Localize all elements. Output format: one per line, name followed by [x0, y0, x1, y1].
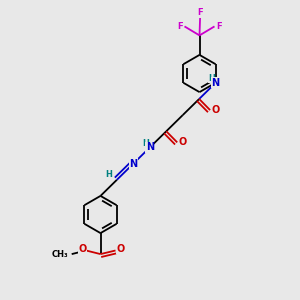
Text: CH₃: CH₃ [52, 250, 69, 259]
Text: F: F [177, 22, 182, 31]
Text: F: F [217, 22, 222, 31]
Text: O: O [178, 137, 187, 147]
Text: H: H [208, 74, 215, 83]
Text: O: O [78, 244, 87, 254]
Text: N: N [129, 159, 137, 169]
Text: N: N [212, 78, 220, 88]
Text: N: N [146, 142, 154, 152]
Text: H: H [105, 170, 112, 179]
Text: F: F [197, 8, 203, 17]
Text: O: O [212, 105, 220, 115]
Text: H: H [142, 139, 149, 148]
Text: O: O [116, 244, 124, 254]
